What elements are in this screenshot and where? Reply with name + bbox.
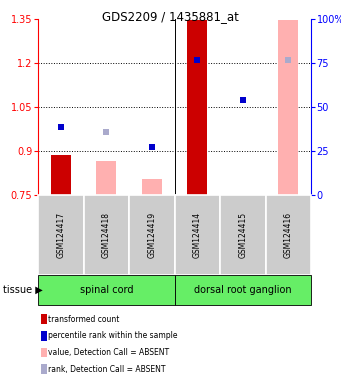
Text: tissue ▶: tissue ▶ xyxy=(3,285,43,295)
Bar xyxy=(96,161,117,195)
Bar xyxy=(220,195,266,275)
Bar xyxy=(175,195,220,275)
Text: spinal cord: spinal cord xyxy=(79,285,133,295)
Bar xyxy=(278,20,298,195)
Text: value, Detection Call = ABSENT: value, Detection Call = ABSENT xyxy=(48,348,169,357)
Bar xyxy=(142,179,162,195)
Text: rank, Detection Call = ABSENT: rank, Detection Call = ABSENT xyxy=(48,365,166,374)
Bar xyxy=(175,275,311,305)
Text: GSM124417: GSM124417 xyxy=(56,212,65,258)
Bar xyxy=(38,275,175,305)
Text: GSM124419: GSM124419 xyxy=(147,212,156,258)
Text: GSM124416: GSM124416 xyxy=(284,212,293,258)
Text: transformed count: transformed count xyxy=(48,314,120,324)
Text: GDS2209 / 1435881_at: GDS2209 / 1435881_at xyxy=(102,10,239,23)
Bar xyxy=(84,195,129,275)
Text: percentile rank within the sample: percentile rank within the sample xyxy=(48,331,178,340)
Text: GSM124418: GSM124418 xyxy=(102,212,111,258)
Text: dorsal root ganglion: dorsal root ganglion xyxy=(194,285,292,295)
Bar xyxy=(50,156,71,195)
Bar xyxy=(129,195,175,275)
Text: GSM124414: GSM124414 xyxy=(193,212,202,258)
Bar xyxy=(187,20,207,195)
Bar xyxy=(38,195,84,275)
Bar xyxy=(266,195,311,275)
Text: GSM124415: GSM124415 xyxy=(238,212,247,258)
